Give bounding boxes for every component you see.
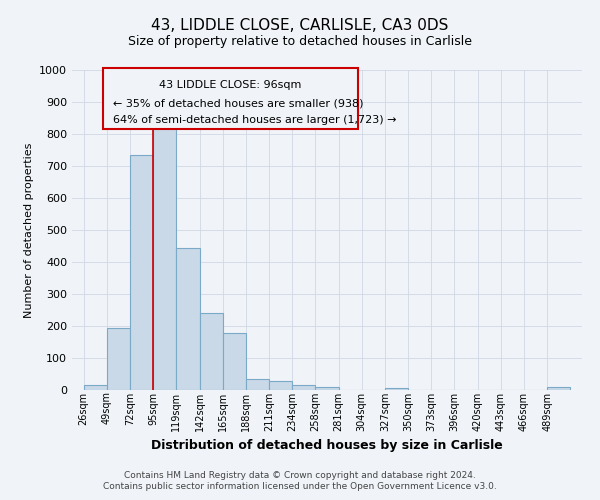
Text: Contains HM Land Registry data © Crown copyright and database right 2024.: Contains HM Land Registry data © Crown c… — [124, 471, 476, 480]
Text: 43 LIDDLE CLOSE: 96sqm: 43 LIDDLE CLOSE: 96sqm — [159, 80, 301, 90]
Bar — [316, 387, 338, 390]
Bar — [223, 333, 246, 390]
Text: 43, LIDDLE CLOSE, CARLISLE, CA3 0DS: 43, LIDDLE CLOSE, CARLISLE, CA3 0DS — [151, 18, 449, 32]
FancyBboxPatch shape — [103, 68, 358, 129]
Bar — [107, 328, 130, 390]
Bar — [269, 381, 292, 390]
Bar — [199, 313, 223, 390]
Bar — [292, 385, 316, 390]
Text: Size of property relative to detached houses in Carlisle: Size of property relative to detached ho… — [128, 35, 472, 48]
Text: Contains public sector information licensed under the Open Government Licence v3: Contains public sector information licen… — [103, 482, 497, 491]
Bar — [246, 379, 269, 390]
Text: 64% of semi-detached houses are larger (1,723) →: 64% of semi-detached houses are larger (… — [113, 115, 397, 125]
Bar — [547, 387, 571, 390]
X-axis label: Distribution of detached houses by size in Carlisle: Distribution of detached houses by size … — [151, 439, 503, 452]
Text: ← 35% of detached houses are smaller (938): ← 35% of detached houses are smaller (93… — [113, 98, 364, 108]
Bar — [176, 248, 199, 390]
Y-axis label: Number of detached properties: Number of detached properties — [23, 142, 34, 318]
Bar — [130, 155, 153, 390]
Bar — [83, 385, 107, 390]
Bar — [385, 388, 408, 390]
Bar — [153, 121, 176, 390]
